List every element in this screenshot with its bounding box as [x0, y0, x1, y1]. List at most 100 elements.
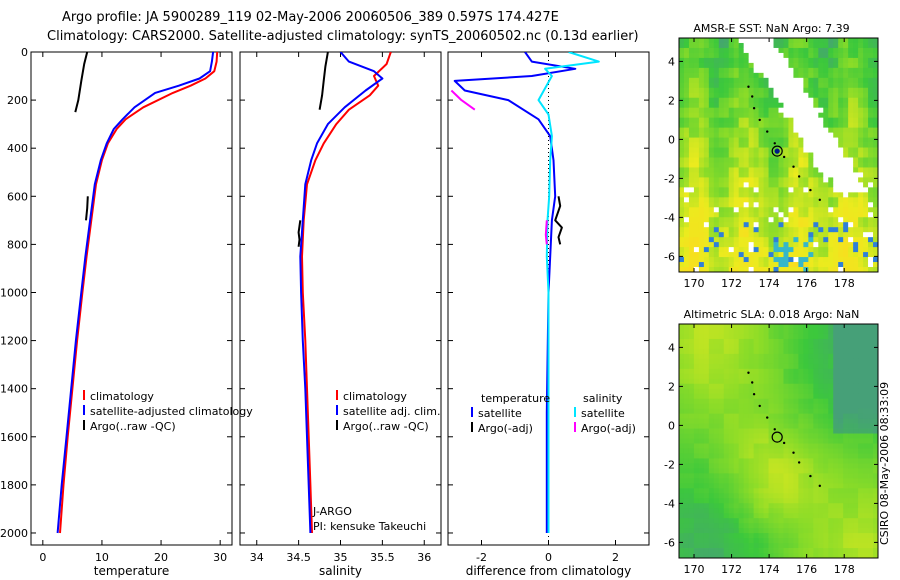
- map-cell: [803, 107, 809, 114]
- map-cell: [763, 533, 769, 539]
- map-cell: [688, 212, 695, 218]
- map-cell: [728, 87, 735, 94]
- map-cell: [788, 197, 794, 203]
- map-cell: [708, 172, 715, 178]
- map-cell: [858, 398, 864, 405]
- map-cell: [823, 257, 829, 263]
- map-cell: [728, 443, 735, 449]
- map-cell: [823, 222, 829, 228]
- map-cell: [728, 117, 735, 124]
- map-cell: [788, 217, 794, 223]
- map-cell: [823, 142, 829, 148]
- map-cell: [738, 528, 745, 534]
- map-cell: [683, 102, 690, 109]
- map-cell: [738, 553, 745, 559]
- map-cell: [728, 162, 735, 168]
- map-cell: [708, 503, 715, 509]
- map-cell: [693, 408, 700, 415]
- map-cell: [693, 483, 700, 489]
- map-cell: [698, 488, 705, 494]
- map-cell: [738, 177, 745, 183]
- map-cell: [783, 97, 789, 104]
- map-cell: [758, 137, 764, 143]
- map-cell: [828, 117, 834, 124]
- map-cell: [693, 523, 700, 529]
- map-cell: [743, 92, 750, 99]
- map-cell: [863, 192, 869, 198]
- map-cell: [833, 463, 839, 469]
- map-cell: [723, 72, 730, 79]
- map-cell: [688, 328, 695, 335]
- map-cell: [818, 107, 824, 114]
- map-cell: [813, 353, 819, 360]
- map-cell: [843, 373, 849, 380]
- map-cell: [828, 157, 834, 163]
- map-cell: [768, 177, 774, 183]
- map-cell: [788, 77, 794, 84]
- map-cell: [783, 533, 789, 539]
- map-cell: [738, 343, 745, 350]
- map-cell: [728, 393, 735, 400]
- map-cell: [823, 463, 829, 469]
- map-cell: [788, 518, 794, 524]
- map-cell: [848, 257, 854, 263]
- map-cell: [833, 478, 839, 484]
- map-cell: [828, 478, 834, 484]
- map-cell: [758, 324, 764, 330]
- map-cell: [848, 498, 854, 504]
- map-cell: [688, 147, 695, 153]
- map-cell: [768, 212, 774, 218]
- map-cell: [758, 408, 764, 415]
- map-cell: [798, 513, 804, 519]
- map-cell: [728, 167, 735, 173]
- map-cell: [748, 132, 755, 138]
- map-cell: [858, 378, 864, 385]
- map-cell: [838, 518, 844, 524]
- map-cell: [868, 57, 874, 64]
- map-cell: [718, 242, 725, 248]
- map-cell: [873, 498, 879, 504]
- map-cell: [813, 398, 819, 405]
- map-cell: [858, 503, 864, 509]
- map-cell: [833, 428, 839, 434]
- map-cell: [828, 127, 834, 133]
- map-cell: [693, 393, 700, 400]
- map-cell: [758, 463, 764, 469]
- map-cell: [743, 433, 750, 439]
- map-cell: [833, 57, 839, 64]
- map-cell: [803, 157, 809, 163]
- map-cell: [723, 483, 730, 489]
- map-cell: [773, 488, 779, 494]
- map-cell: [703, 368, 710, 375]
- map-cell: [773, 182, 779, 188]
- map-cell: [713, 172, 720, 178]
- map-cell: [688, 242, 695, 248]
- map-cell: [858, 212, 864, 218]
- map-cell: [823, 523, 829, 529]
- map-cell: [743, 197, 750, 203]
- map-cell: [853, 62, 859, 69]
- map-cell: [683, 403, 690, 410]
- map-cell: [833, 528, 839, 534]
- map-cell: [868, 333, 874, 340]
- map-cell: [803, 252, 809, 258]
- map-cell: [818, 92, 824, 99]
- map-cell: [808, 523, 814, 529]
- map-cell: [698, 418, 705, 424]
- map-cell: [693, 57, 700, 64]
- map-cell: [868, 493, 874, 499]
- map-cell: [858, 358, 864, 365]
- map-cell: [833, 87, 839, 94]
- map-cell: [748, 493, 755, 499]
- map-cell: [783, 553, 789, 559]
- map-cell: [868, 398, 874, 405]
- map-cell: [723, 488, 730, 494]
- map-cell: [818, 77, 824, 84]
- map-cell: [753, 107, 760, 114]
- map-cell: [768, 498, 774, 504]
- map-cell: [679, 433, 685, 439]
- map-cell: [823, 363, 829, 370]
- map-cell: [698, 227, 705, 233]
- map-cell: [748, 192, 755, 198]
- map-cell: [733, 162, 740, 168]
